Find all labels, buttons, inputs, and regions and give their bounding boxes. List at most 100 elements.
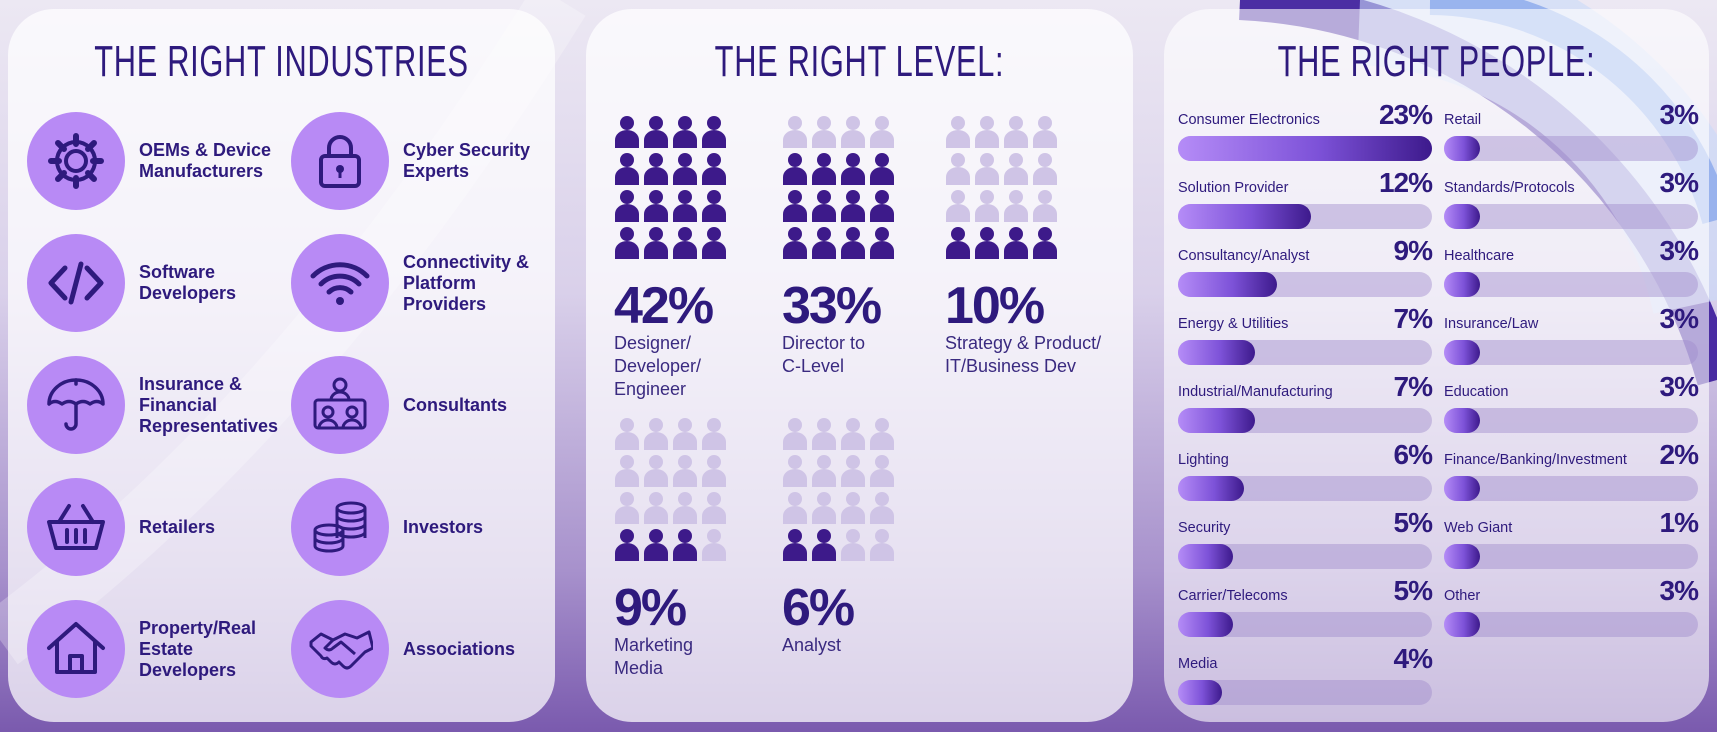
person-icon-filled [614, 527, 640, 566]
level-label: Marketing Media [614, 635, 694, 678]
industry-item: OEMs & Device Manufacturers [27, 112, 289, 210]
person-icon-empty [840, 453, 866, 492]
industry-label: Retailers [139, 516, 216, 537]
people-bar-track [1178, 408, 1432, 433]
people-bar-value: 23% [1378, 99, 1433, 130]
person-icon-empty [672, 453, 698, 492]
people-bar-fill [1178, 272, 1278, 297]
person-icon-filled [614, 188, 640, 227]
industry-item: Software Developers [27, 234, 289, 332]
people-bar-label: Consultancy/Analyst [1178, 248, 1310, 264]
person-icon-filled [811, 527, 837, 566]
basket-icon [27, 478, 125, 576]
pictogram-grid [782, 114, 898, 260]
person-icon-filled [782, 527, 808, 566]
people-bar-label: Finance/Banking/Investment [1444, 452, 1627, 468]
person-icon-empty [811, 114, 837, 153]
person-icon-empty [701, 453, 727, 492]
person-icon-empty [672, 490, 698, 529]
people-bar-label: Consumer Electronics [1178, 112, 1320, 128]
people-title: THE RIGHT PEOPLE: [1277, 37, 1596, 86]
person-icon-empty [811, 490, 837, 529]
person-icon-filled [643, 151, 669, 190]
people-bar-row: Consultancy/Analyst 9% [1178, 236, 1433, 297]
umbrella-icon [27, 356, 125, 454]
person-icon-empty [974, 151, 1000, 190]
industry-item: Associations [291, 600, 553, 698]
people-bar-label: Other [1444, 588, 1481, 604]
person-icon-empty [945, 114, 971, 153]
person-icon-filled [672, 188, 698, 227]
person-icon-empty [840, 527, 866, 566]
level-value: 6% [782, 579, 855, 637]
person-icon-filled [672, 527, 698, 566]
person-icon-empty [643, 453, 669, 492]
person-icon-empty [701, 416, 727, 455]
person-icon-empty [782, 490, 808, 529]
industry-item: Connectivity & Platform Providers [291, 234, 553, 332]
people-bar-track [1178, 612, 1432, 637]
people-bar-track [1444, 340, 1698, 365]
people-bar-row: Retail 3% [1444, 100, 1699, 161]
person-icon-empty [782, 114, 808, 153]
people-bar-track [1444, 612, 1698, 637]
people-bar-label: Carrier/Telecoms [1178, 588, 1288, 604]
industry-label: Associations [403, 638, 516, 659]
industry-item: Insurance & Financial Representatives [27, 356, 289, 454]
industry-item: Cyber Security Experts [291, 112, 553, 210]
people-bar-fill [1444, 272, 1480, 297]
level-label: Director to C-Level [782, 333, 866, 376]
person-icon-filled [614, 114, 640, 153]
people-bar-fill [1444, 408, 1480, 433]
people-bar-fill [1444, 544, 1480, 569]
code-icon [27, 234, 125, 332]
person-icon-filled [840, 151, 866, 190]
industry-label: Connectivity & Platform Providers [403, 251, 530, 314]
person-icon-empty [643, 416, 669, 455]
person-icon-empty [614, 453, 640, 492]
people-bar-label: Standards/Protocols [1444, 180, 1575, 196]
level-label: Analyst [782, 635, 842, 655]
people-bar-value: 3% [1659, 371, 1699, 402]
people-bar-value: 6% [1393, 439, 1433, 470]
lock-icon [291, 112, 389, 210]
industries-title: THE RIGHT INDUSTRIES [94, 37, 469, 86]
person-icon-empty [701, 527, 727, 566]
level-title: THE RIGHT LEVEL: [714, 37, 1005, 86]
people-bar-fill [1444, 476, 1480, 501]
person-icon-filled [701, 188, 727, 227]
people-bar-label: Healthcare [1444, 248, 1515, 264]
people-bar-label: Media [1178, 656, 1218, 672]
person-icon-filled [614, 225, 640, 264]
people-bar-fill [1444, 340, 1480, 365]
industry-item: Retailers [27, 478, 289, 576]
person-icon-empty [1032, 188, 1058, 227]
person-icon-filled [701, 151, 727, 190]
person-icon-filled [782, 225, 808, 264]
person-icon-filled [643, 188, 669, 227]
people-bar-row: Security 5% [1178, 508, 1433, 569]
people-bar-row: Finance/Banking/Investment 2% [1444, 440, 1699, 501]
industry-label: Software Developers [139, 262, 237, 303]
people-bar-fill [1178, 136, 1432, 161]
people-bar-track [1178, 544, 1432, 569]
person-icon-filled [840, 188, 866, 227]
people-bar-row: Other 3% [1444, 575, 1699, 637]
people-bar-row: Healthcare 3% [1444, 236, 1699, 297]
person-icon-empty [701, 490, 727, 529]
person-icon-filled [869, 151, 895, 190]
person-icon-filled [672, 151, 698, 190]
people-bar-fill [1178, 544, 1234, 569]
people-bar-value: 3% [1659, 575, 1699, 606]
gear-icon [27, 112, 125, 210]
people-bar-track [1178, 476, 1432, 501]
people-bar-track [1178, 340, 1432, 365]
people-bar-row: Solution Provider 12% [1178, 167, 1433, 229]
level-panel: THE RIGHT LEVEL: 42% Designer/ Developer/… [586, 9, 1133, 722]
people-bar-label: Solution Provider [1178, 180, 1289, 196]
people-bar-fill [1444, 204, 1480, 229]
people-bar-value: 12% [1378, 167, 1433, 198]
people-bar-value: 4% [1393, 643, 1433, 674]
people-bar-label: Lighting [1178, 452, 1229, 468]
people-bar-track [1178, 136, 1432, 161]
